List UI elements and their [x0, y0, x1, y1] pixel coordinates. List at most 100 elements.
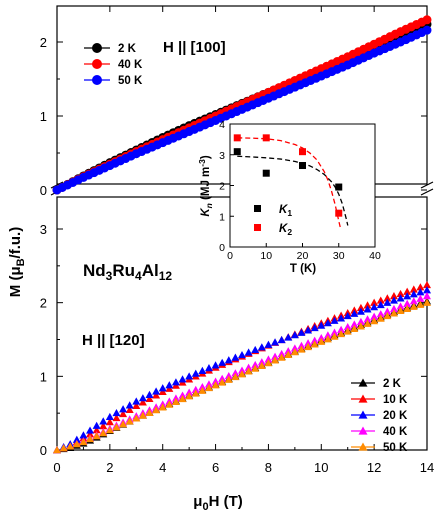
- data-point: [185, 392, 194, 400]
- data-point: [403, 292, 412, 300]
- inset-legend-sub: 2: [287, 227, 292, 237]
- data-point: [152, 387, 161, 395]
- top-legend: 2 K 40 K 50 K: [84, 43, 143, 87]
- data-point: [376, 296, 385, 304]
- compound-al: Al: [142, 261, 159, 280]
- data-point: [257, 358, 266, 366]
- compound-al-sub: 12: [159, 269, 173, 283]
- y-label-rest: /f.u.): [7, 227, 24, 259]
- data-point: [396, 289, 405, 298]
- data-point: [99, 429, 108, 437]
- inset-legend-sub: 1: [287, 208, 292, 218]
- data-point: [198, 386, 207, 394]
- data-point: [264, 359, 273, 367]
- inset-legend-label: K2: [279, 223, 292, 237]
- data-point: [350, 324, 359, 333]
- bottom-legend: 2 K 10 K 20 K 40 K 50 K: [351, 378, 408, 454]
- data-point: [389, 304, 398, 313]
- bottom-series: [53, 280, 431, 454]
- x-tick-label: 6: [212, 460, 219, 475]
- data-point: [284, 350, 293, 358]
- data-point: [191, 369, 200, 377]
- data-point: [238, 370, 246, 378]
- data-point: [244, 348, 253, 356]
- inset-legend-k: K: [279, 223, 288, 235]
- data-point: [165, 400, 174, 408]
- data-point: [251, 345, 260, 354]
- data-point: [323, 331, 332, 339]
- data-point: [105, 412, 114, 421]
- legend-label: 2 K: [118, 43, 137, 55]
- data-point: [383, 311, 392, 320]
- data-point: [356, 322, 365, 330]
- top-field-annotation: H || [100]: [163, 39, 226, 56]
- data-point: [423, 298, 431, 306]
- data-point: [363, 301, 372, 309]
- inset-data-point: [335, 183, 343, 191]
- data-point: [178, 394, 187, 403]
- compound-label: Nd3Ru4Al12: [83, 261, 172, 283]
- inset-data-point: [299, 162, 306, 170]
- x-tick-label: 10: [314, 460, 328, 475]
- data-point: [204, 364, 213, 372]
- legend-marker: [358, 410, 368, 419]
- data-point: [376, 310, 385, 318]
- data-point: [158, 403, 167, 411]
- data-point: [297, 345, 306, 353]
- data-point: [403, 287, 412, 295]
- legend-label: 10 K: [383, 394, 408, 406]
- data-point: [383, 298, 392, 306]
- data-point: [423, 292, 431, 300]
- data-point: [224, 375, 233, 383]
- data-point: [337, 325, 346, 333]
- data-point: [99, 417, 108, 425]
- inset-y-close: ): [200, 155, 212, 159]
- data-point: [59, 444, 68, 452]
- compound-ru-sub: 4: [135, 269, 142, 283]
- inset-x-tick-label: 30: [333, 250, 345, 262]
- top-series: [52, 15, 432, 195]
- top-y-tick-label: 0: [40, 183, 47, 198]
- bottom-y-tick-label: 0: [40, 443, 47, 458]
- data-point: [376, 314, 385, 322]
- data-point: [290, 331, 299, 339]
- top-axes: 0 1 2: [40, 6, 428, 198]
- inset-data-point: [262, 134, 270, 142]
- x-tick-label: 12: [367, 460, 381, 475]
- data-point: [363, 305, 372, 313]
- data-point: [389, 296, 398, 304]
- legend-marker: [358, 442, 368, 451]
- data-point: [337, 329, 346, 338]
- data-point: [218, 358, 227, 366]
- data-point: [423, 280, 431, 289]
- data-point: [297, 341, 306, 349]
- data-point: [119, 409, 128, 418]
- data-point: [277, 335, 286, 344]
- inset-data-point: [335, 209, 343, 217]
- inset-axes: 0 10 20 30 40 0 1 2 3 4: [219, 119, 381, 262]
- data-point: [185, 388, 194, 396]
- data-point: [409, 290, 418, 298]
- compound-ru: Ru: [112, 261, 135, 280]
- data-point: [238, 366, 246, 374]
- x-label-sub: 0: [202, 501, 208, 513]
- data-point: [191, 385, 200, 393]
- inset-y-tick-label: 4: [219, 119, 225, 131]
- data-point: [231, 353, 240, 361]
- data-point: [403, 299, 412, 307]
- data-point: [290, 344, 299, 352]
- data-point: [92, 421, 101, 429]
- data-point: [310, 323, 319, 332]
- inset-data-point: [262, 169, 270, 177]
- x-tick-label: 0: [53, 460, 60, 475]
- data-point: [416, 288, 425, 296]
- data-point: [257, 343, 266, 351]
- data-point: [277, 349, 286, 358]
- inset-data-point: [299, 148, 306, 156]
- inset-fit-curve: [237, 155, 349, 226]
- data-point: [105, 426, 114, 434]
- data-point: [53, 446, 61, 454]
- data-point: [218, 374, 227, 382]
- inset-legend: K 1 K2: [254, 204, 292, 237]
